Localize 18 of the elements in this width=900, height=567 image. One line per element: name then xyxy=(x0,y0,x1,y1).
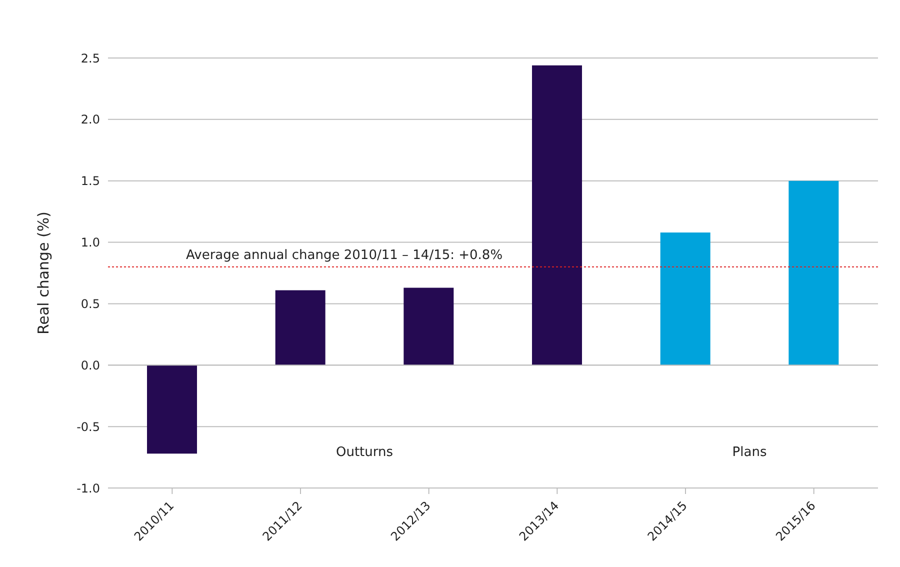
y-tick-label: 2.5 xyxy=(80,51,100,66)
y-tick-label: 1.0 xyxy=(80,236,100,250)
bar xyxy=(660,232,710,366)
annotation: Plans xyxy=(732,444,767,460)
y-tick-label: 2.0 xyxy=(80,112,100,127)
y-tick-label: 1.5 xyxy=(80,174,100,188)
y-axis-title: Real change (%) xyxy=(34,211,52,335)
bar xyxy=(404,288,454,366)
bar xyxy=(147,365,197,454)
annotation: Outturns xyxy=(336,444,394,460)
y-tick-label: 0.0 xyxy=(80,358,100,372)
bar xyxy=(532,65,582,366)
y-tick-label: -0.5 xyxy=(76,420,100,434)
y-tick-label: 0.5 xyxy=(80,296,100,311)
ref-line-label: Average annual change 2010/11 – 14/15: +0.8% xyxy=(186,248,503,263)
bar xyxy=(788,180,839,366)
y-tick-label: -1.0 xyxy=(76,481,100,496)
bar xyxy=(275,290,326,366)
